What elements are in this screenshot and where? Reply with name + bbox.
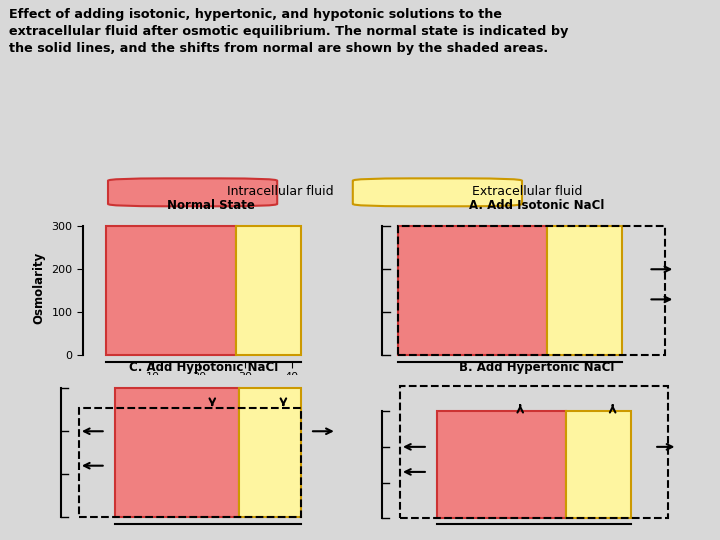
Text: Extracellular fluid: Extracellular fluid	[472, 185, 582, 198]
FancyBboxPatch shape	[353, 178, 522, 206]
Title: C. Add Hypotonic NaCl: C. Add Hypotonic NaCl	[129, 361, 278, 374]
Bar	[397, 226, 547, 355]
X-axis label: Volume (liters): Volume (liters)	[161, 388, 260, 401]
Bar	[239, 388, 301, 517]
Text: Effect of adding isotonic, hypertonic, and hypotonic solutions to the
extracellu: Effect of adding isotonic, hypertonic, a…	[9, 8, 568, 55]
Bar	[114, 388, 239, 517]
Bar	[437, 411, 567, 518]
Bar	[547, 226, 622, 355]
Title: Normal State: Normal State	[166, 199, 255, 212]
Text: Intracellular fluid: Intracellular fluid	[227, 185, 333, 198]
Y-axis label: Osmolarity: Osmolarity	[32, 252, 45, 323]
Bar	[567, 411, 631, 518]
Bar	[106, 226, 236, 355]
Bar	[236, 226, 301, 355]
Title: A. Add Isotonic NaCl: A. Add Isotonic NaCl	[469, 199, 604, 212]
Bar	[79, 408, 301, 517]
FancyBboxPatch shape	[108, 178, 277, 206]
Title: B. Add Hypertonic NaCl: B. Add Hypertonic NaCl	[459, 361, 614, 374]
Bar	[400, 386, 668, 518]
Bar	[397, 226, 665, 355]
